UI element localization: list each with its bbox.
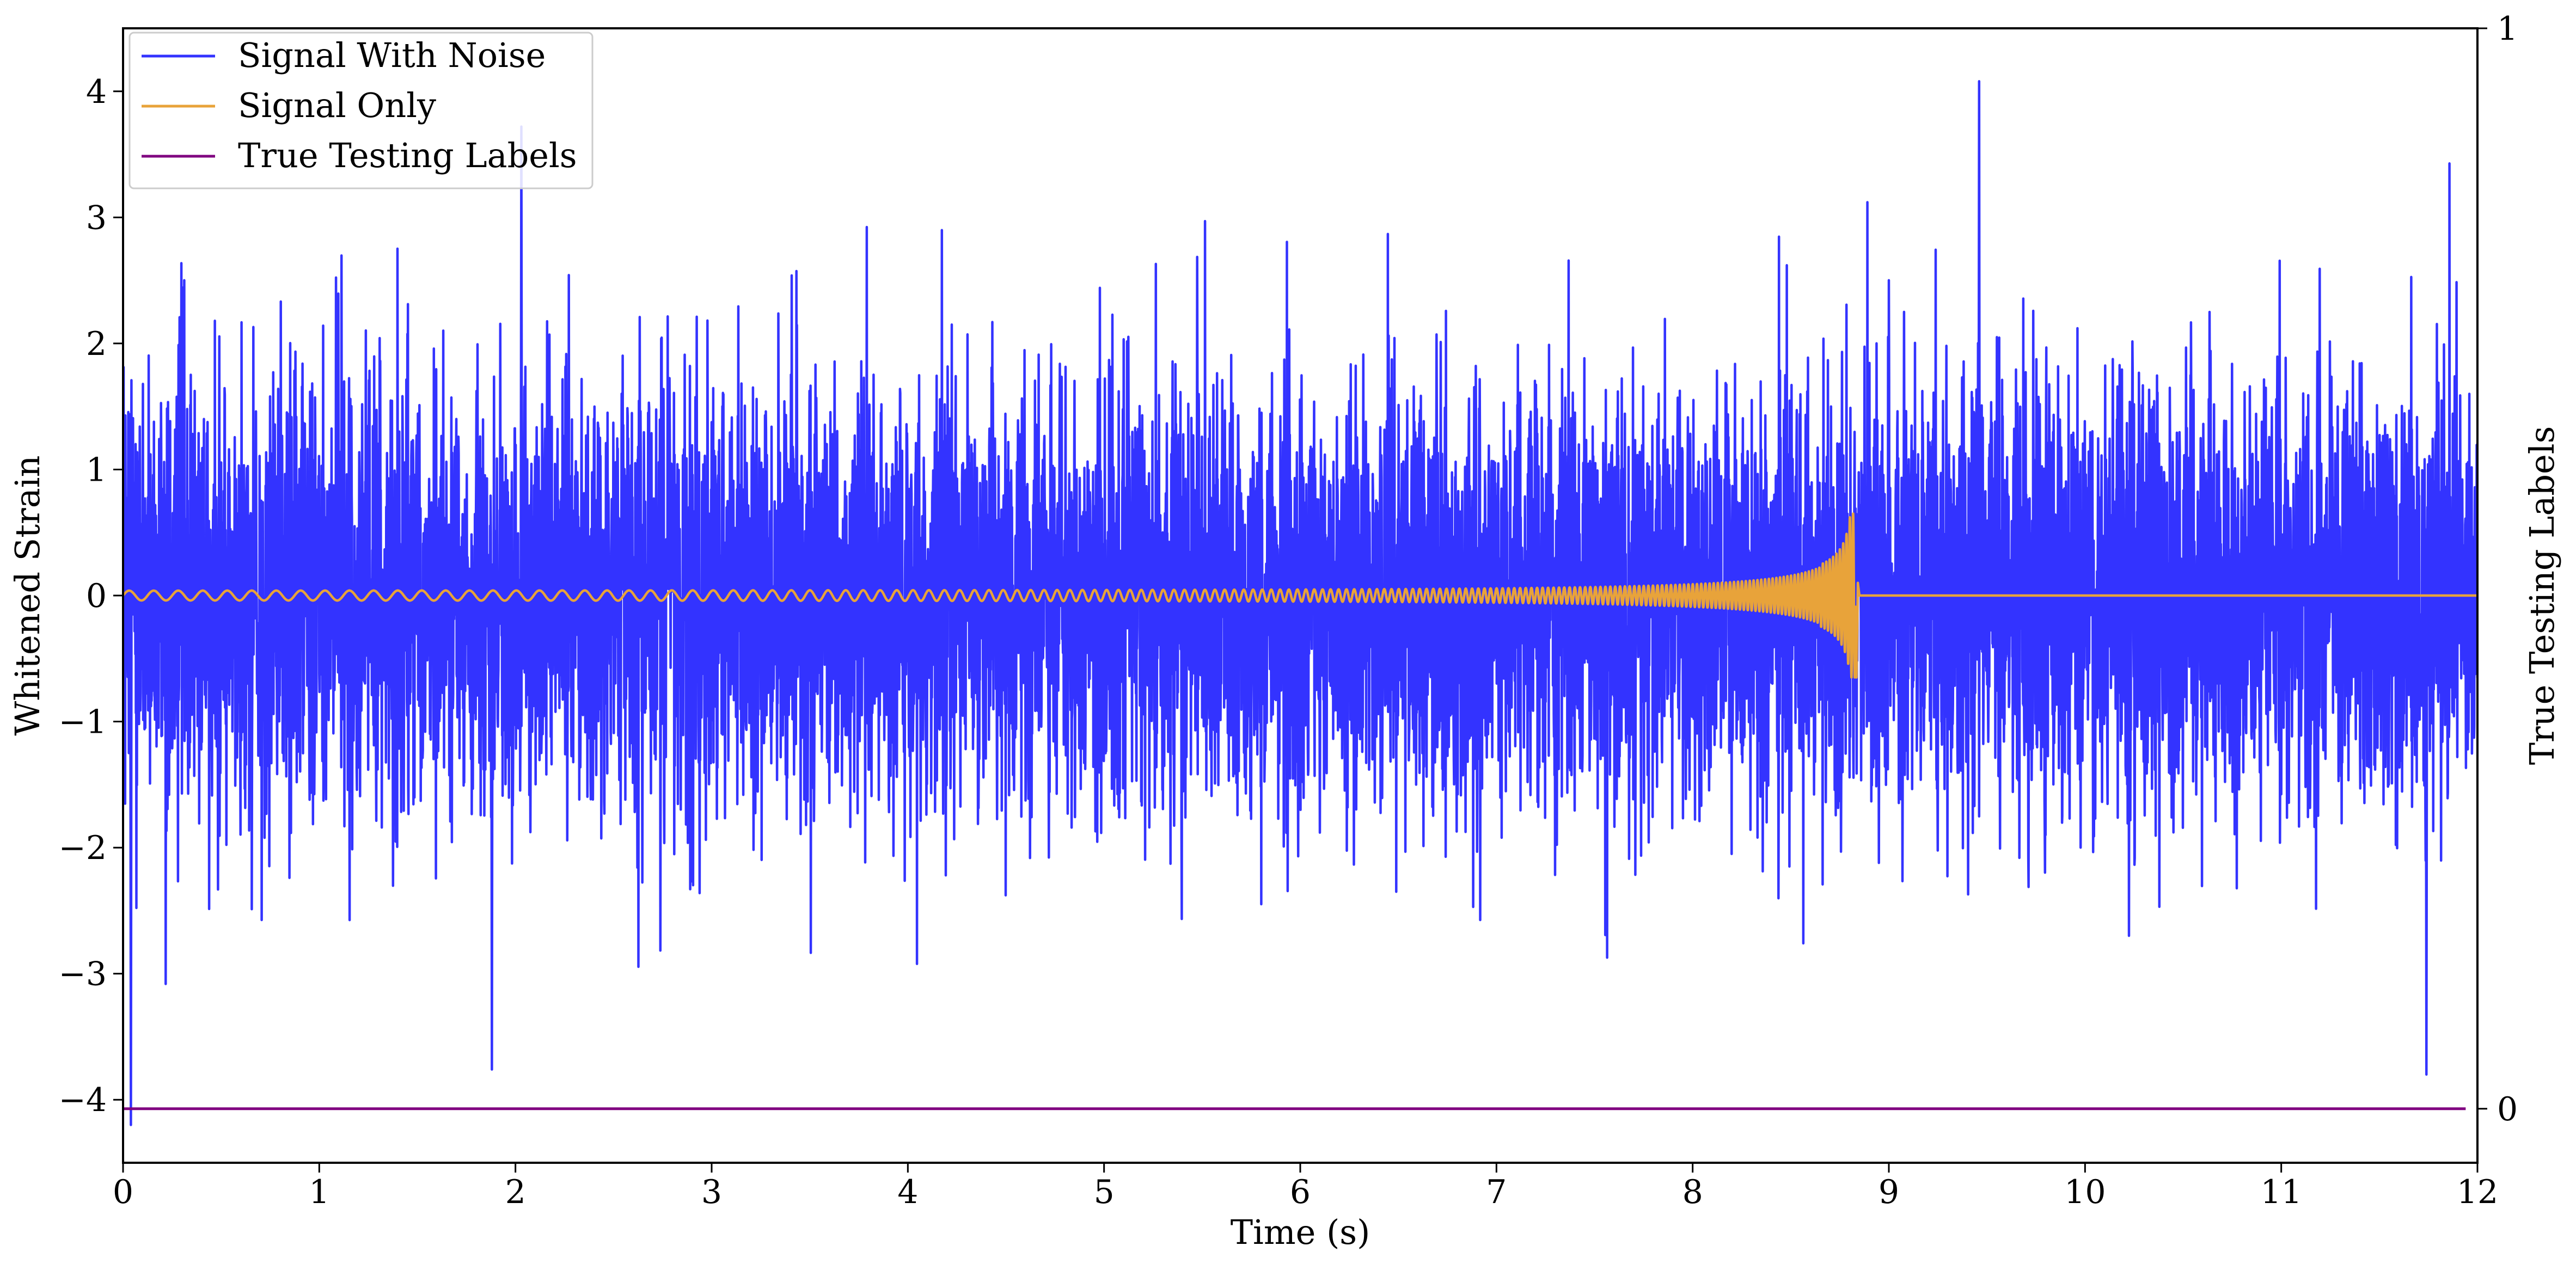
y2-axis-title: True Testing Labels [2522, 426, 2562, 765]
y2-tick-label: 0 [2497, 1090, 2518, 1128]
x-axis-title: Time (s) [1231, 1212, 1370, 1252]
y-tick-label: 0 [86, 577, 107, 615]
x-tick-label: 12 [2457, 1173, 2498, 1211]
legend-label-signal-with-noise: Signal With Noise [238, 35, 546, 75]
x-tick-label: 7 [1486, 1173, 1507, 1211]
legend-label-true-testing-labels: True Testing Labels [238, 136, 577, 175]
x-tick-label: 2 [505, 1173, 526, 1211]
series-signal-only [123, 512, 2477, 679]
y-tick-label: 2 [86, 325, 107, 363]
x-tick-label: 0 [113, 1173, 133, 1211]
x-tick-label: 8 [1682, 1173, 1703, 1211]
y2-tick-label: 1 [2497, 10, 2518, 48]
x-tick-label: 1 [309, 1173, 329, 1211]
y-tick-label: 3 [86, 199, 107, 237]
x-tick-label: 10 [2064, 1173, 2106, 1211]
x-tick-label: 4 [897, 1173, 918, 1211]
y-axis-title: Whitened Strain [8, 456, 47, 736]
y-tick-label: −3 [59, 955, 107, 993]
x-tick-label: 5 [1094, 1173, 1115, 1211]
plot-area [123, 80, 2477, 1126]
y-tick-label: −1 [59, 703, 107, 741]
legend: Signal With Noise Signal Only True Testi… [129, 32, 593, 189]
x-axis: 0 1 2 3 4 5 6 7 8 9 10 11 12 [113, 1163, 2498, 1211]
y-tick-label: 1 [86, 451, 107, 489]
series-signal-with-noise [123, 80, 2477, 1126]
y-tick-label: −4 [59, 1081, 107, 1119]
x-tick-label: 11 [2260, 1173, 2302, 1211]
x-tick-label: 3 [701, 1173, 722, 1211]
x-tick-label: 9 [1879, 1173, 1899, 1211]
y-axis-left: −4 −3 −2 −1 0 1 2 3 4 [59, 73, 123, 1119]
y-axis-right: 01 [2477, 10, 2518, 1128]
legend-box [129, 32, 593, 189]
y-tick-label: 4 [86, 73, 107, 111]
x-tick-label: 6 [1290, 1173, 1311, 1211]
y-tick-label: −2 [59, 829, 107, 867]
legend-label-signal-only: Signal Only [238, 85, 436, 125]
